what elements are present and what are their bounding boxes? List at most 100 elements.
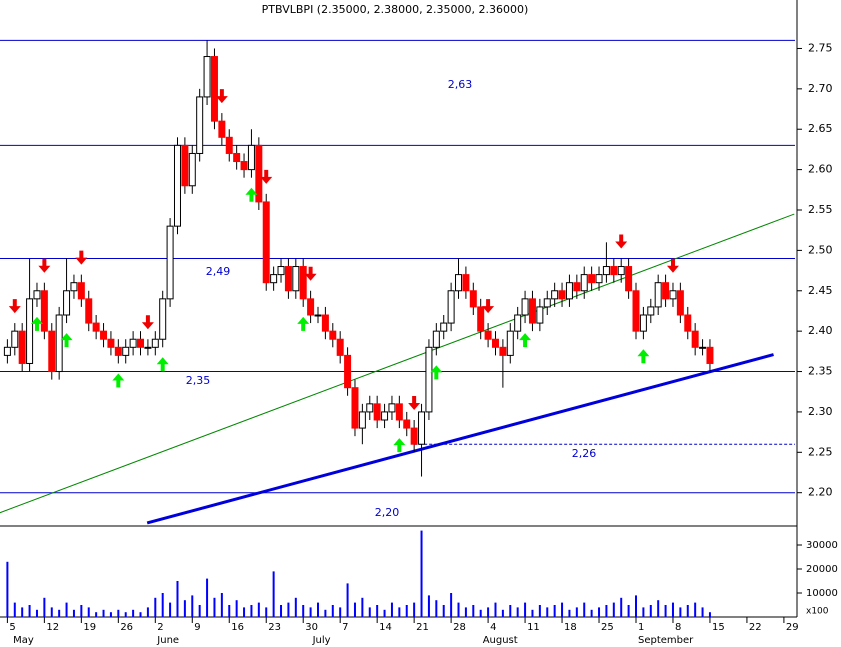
volume-bar <box>324 609 327 617</box>
x-tick-label: 12 <box>46 622 59 633</box>
volume-bar <box>109 612 112 617</box>
volume-bar <box>383 609 386 617</box>
volume-bar <box>427 595 430 617</box>
volume-bar <box>13 602 16 617</box>
volume-bar <box>235 600 238 617</box>
volume-bar <box>287 602 290 617</box>
candle-body <box>469 290 477 308</box>
sell-arrow <box>408 396 421 410</box>
candle-body <box>270 274 278 284</box>
candle-body <box>662 282 670 300</box>
volume-bar <box>176 581 179 617</box>
candle-body <box>33 290 41 300</box>
candle-body <box>292 266 300 292</box>
buy-arrow <box>297 316 310 331</box>
volume-bar <box>213 597 216 617</box>
candle-body <box>410 427 418 445</box>
volume-bar <box>686 605 689 617</box>
volume-tick-label: 10000 <box>806 588 838 599</box>
y-tick-label: 2.70 <box>808 82 833 95</box>
volume-bar <box>169 602 172 617</box>
candle-body <box>403 419 411 429</box>
sell-arrow <box>141 315 154 330</box>
volume-bar <box>435 600 438 617</box>
candle-body <box>11 330 19 348</box>
level-label: 2,26 <box>572 447 597 460</box>
sell-arrow <box>38 258 51 273</box>
buy-arrow <box>60 333 73 348</box>
sell-arrow <box>75 250 88 265</box>
sell-arrow <box>215 89 228 104</box>
volume-bar <box>524 602 527 617</box>
candle-body <box>506 330 514 356</box>
volume-bar <box>317 602 319 617</box>
volume-bar <box>243 607 246 617</box>
volume-bar <box>6 561 9 617</box>
y-tick-label: 2.65 <box>808 122 833 135</box>
volume-bar <box>346 583 349 617</box>
y-tick-label: 2.75 <box>808 41 833 54</box>
volume-bar <box>368 607 371 617</box>
candle-body <box>92 322 100 332</box>
candle-body <box>63 290 71 316</box>
candle-body <box>122 346 130 356</box>
volume-bar <box>694 602 697 617</box>
volume-bar <box>501 609 504 617</box>
x-tick-label: 9 <box>194 622 200 633</box>
candle-body <box>366 403 374 413</box>
candle-body <box>70 282 78 292</box>
buy-arrow <box>112 373 125 388</box>
candle-body <box>181 144 189 187</box>
volume-bar <box>405 605 408 617</box>
level-label: 2,49 <box>206 265 231 278</box>
candle-body <box>225 136 233 154</box>
volume-bar <box>80 605 83 617</box>
candle-body <box>159 298 167 340</box>
volume-bar <box>250 605 253 617</box>
volume-bar <box>487 607 490 617</box>
x-tick-label: 25 <box>601 622 614 633</box>
buy-arrow <box>637 349 650 364</box>
candle-body <box>196 96 204 154</box>
candle-body <box>669 290 677 300</box>
candle-body <box>233 152 241 163</box>
volume-bar <box>257 602 260 617</box>
volume-bar <box>280 605 283 617</box>
volume-bar <box>132 609 135 617</box>
x-tick-label: 15 <box>712 622 725 633</box>
volume-bar <box>671 602 674 617</box>
x-tick-label: 30 <box>305 622 318 633</box>
sell-arrow <box>260 169 273 184</box>
y-tick-label: 2.35 <box>808 365 833 378</box>
volume-bar <box>183 600 186 617</box>
candle-body <box>395 403 403 421</box>
volume-bar <box>494 602 497 617</box>
volume-bar <box>531 609 534 617</box>
volume-bar <box>479 609 482 617</box>
buy-arrow <box>30 316 43 331</box>
volume-bar <box>649 605 652 617</box>
volume-bar <box>575 607 578 617</box>
x-tick-label: 21 <box>416 622 429 633</box>
x-tick-label: 29 <box>786 622 799 633</box>
volume-bar <box>546 607 549 617</box>
candle-body <box>639 314 647 332</box>
candle-body <box>447 290 455 324</box>
volume-bar <box>605 605 608 617</box>
level-label: 2,63 <box>448 78 473 91</box>
x-tick-label: 4 <box>490 622 496 633</box>
y-tick-label: 2.20 <box>808 486 833 499</box>
candle-body <box>344 354 352 389</box>
candle-body <box>491 338 499 348</box>
month-label: July <box>312 635 331 646</box>
x-tick-label: 18 <box>564 622 577 633</box>
level-label: 2,20 <box>375 506 400 519</box>
candle-body <box>210 56 218 122</box>
candle-body <box>299 266 307 300</box>
candle-body <box>565 282 573 300</box>
candle-body <box>48 330 56 373</box>
candle-body <box>173 144 181 227</box>
candle-body <box>684 314 692 332</box>
volume-bar <box>58 609 61 617</box>
